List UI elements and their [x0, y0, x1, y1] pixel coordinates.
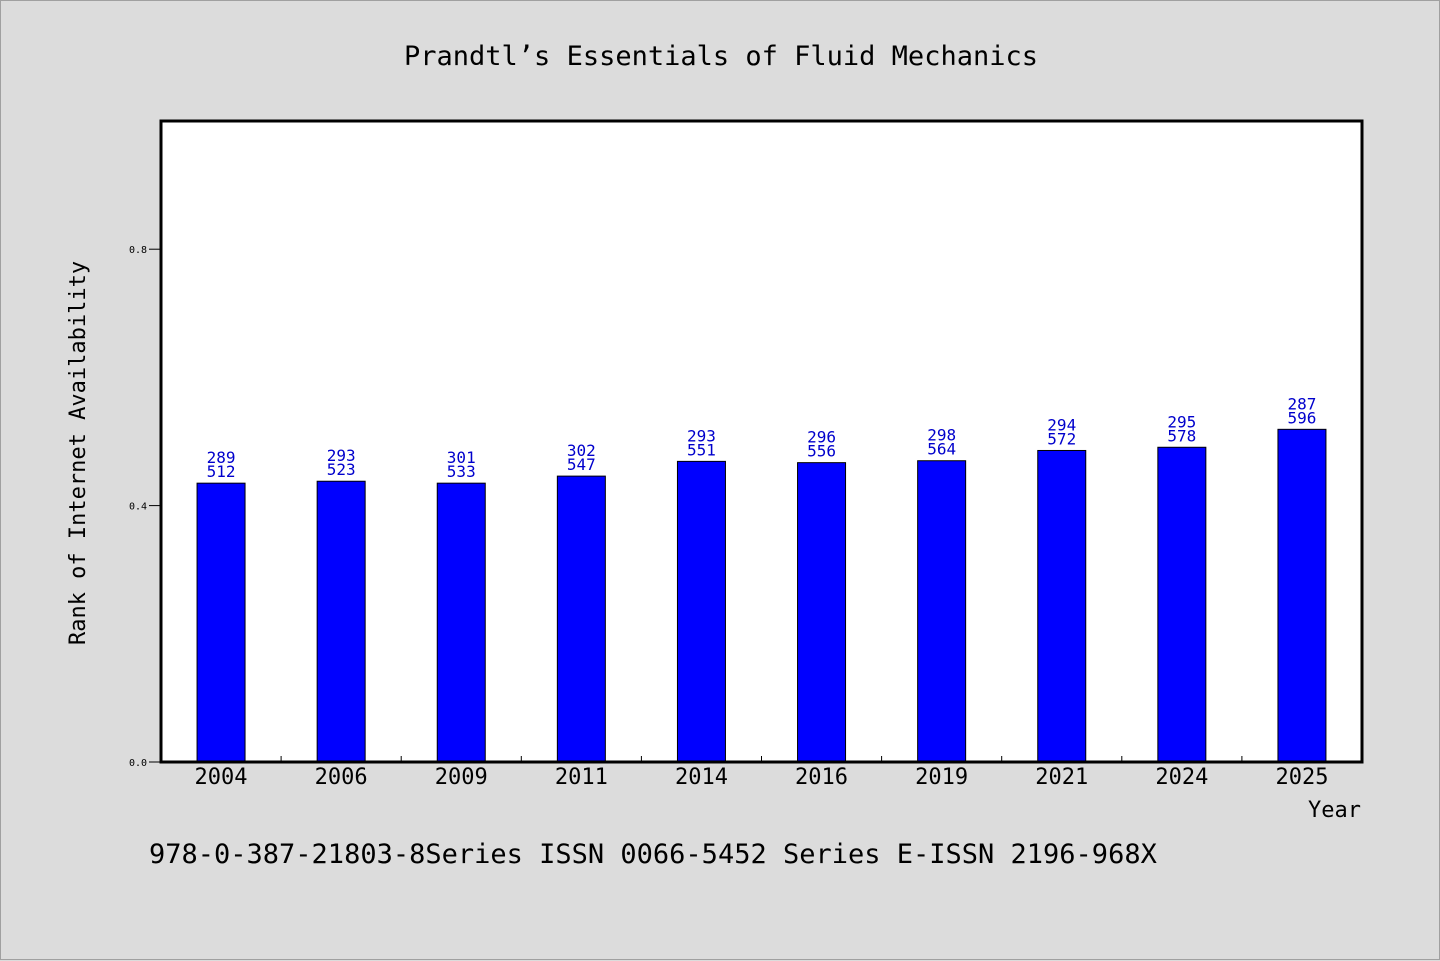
bar: [196, 482, 246, 763]
x-tick-label: 2009: [435, 765, 488, 790]
bar: [1277, 428, 1327, 763]
data-label-bottom: 572: [1047, 429, 1076, 448]
x-tick-label: 2004: [195, 765, 248, 790]
bar: [556, 475, 606, 763]
bar: [316, 480, 366, 763]
data-label-top: 301: [447, 448, 476, 467]
chart-title: Prandtl’s Essentials of Fluid Mechanics: [404, 41, 1038, 72]
data-label-top: 302: [567, 441, 596, 460]
bar: [1037, 449, 1087, 763]
x-axis-label: Year: [1308, 798, 1361, 823]
data-label-bottom: 578: [1167, 426, 1196, 445]
bar: [917, 460, 967, 763]
data-label-bottom: 551: [687, 440, 716, 459]
data-label-bottom: 556: [807, 442, 836, 461]
data-label-bottom: 547: [567, 455, 596, 474]
x-tick-label: 2025: [1275, 765, 1328, 790]
bar: [676, 460, 726, 763]
data-label-top: 293: [327, 446, 356, 465]
footer-identifiers: 978-0-387-21803-8Series ISSN 0066-5452 S…: [149, 839, 1157, 870]
data-label-top: 295: [1167, 412, 1196, 431]
x-tick-label: 2014: [675, 765, 728, 790]
y-tick-label: 0.4: [129, 502, 147, 513]
plot-border: [159, 119, 1364, 764]
data-label-top: 294: [1047, 415, 1076, 434]
data-label-bottom: 533: [447, 462, 476, 481]
y-tick-label: 0.0: [129, 758, 147, 769]
x-tick-label: 2006: [315, 765, 368, 790]
data-label-top: 298: [927, 426, 956, 445]
y-axis-label: Rank of Internet Availability: [66, 261, 91, 645]
data-label-top: 296: [807, 428, 836, 447]
y-ticks-group: 0.0 0.4 0.8: [129, 245, 161, 769]
data-label-bottom: 596: [1287, 408, 1316, 427]
bar: [797, 462, 847, 763]
data-labels-group: 2895122935233015333025472935512965562985…: [207, 394, 1317, 481]
x-ticks-group: 2004 2006 2009 2011 2014 2016 2019 2021 2024 2025: [195, 756, 1328, 790]
data-label-top: 293: [687, 426, 716, 445]
data-label-top: 289: [207, 448, 236, 467]
x-tick-label: 2021: [1035, 765, 1088, 790]
bar: [1157, 446, 1207, 763]
bars-group: [196, 428, 1327, 763]
bar: [436, 482, 486, 763]
data-label-bottom: 564: [927, 440, 956, 459]
data-label-top: 287: [1287, 394, 1316, 413]
data-label-bottom: 512: [207, 462, 236, 481]
y-tick-label: 0.8: [129, 245, 147, 256]
x-tick-label: 2011: [555, 765, 608, 790]
x-tick-label: 2019: [915, 765, 968, 790]
x-tick-label: 2016: [795, 765, 848, 790]
data-label-bottom: 523: [327, 460, 356, 479]
x-tick-label: 2024: [1155, 765, 1208, 790]
